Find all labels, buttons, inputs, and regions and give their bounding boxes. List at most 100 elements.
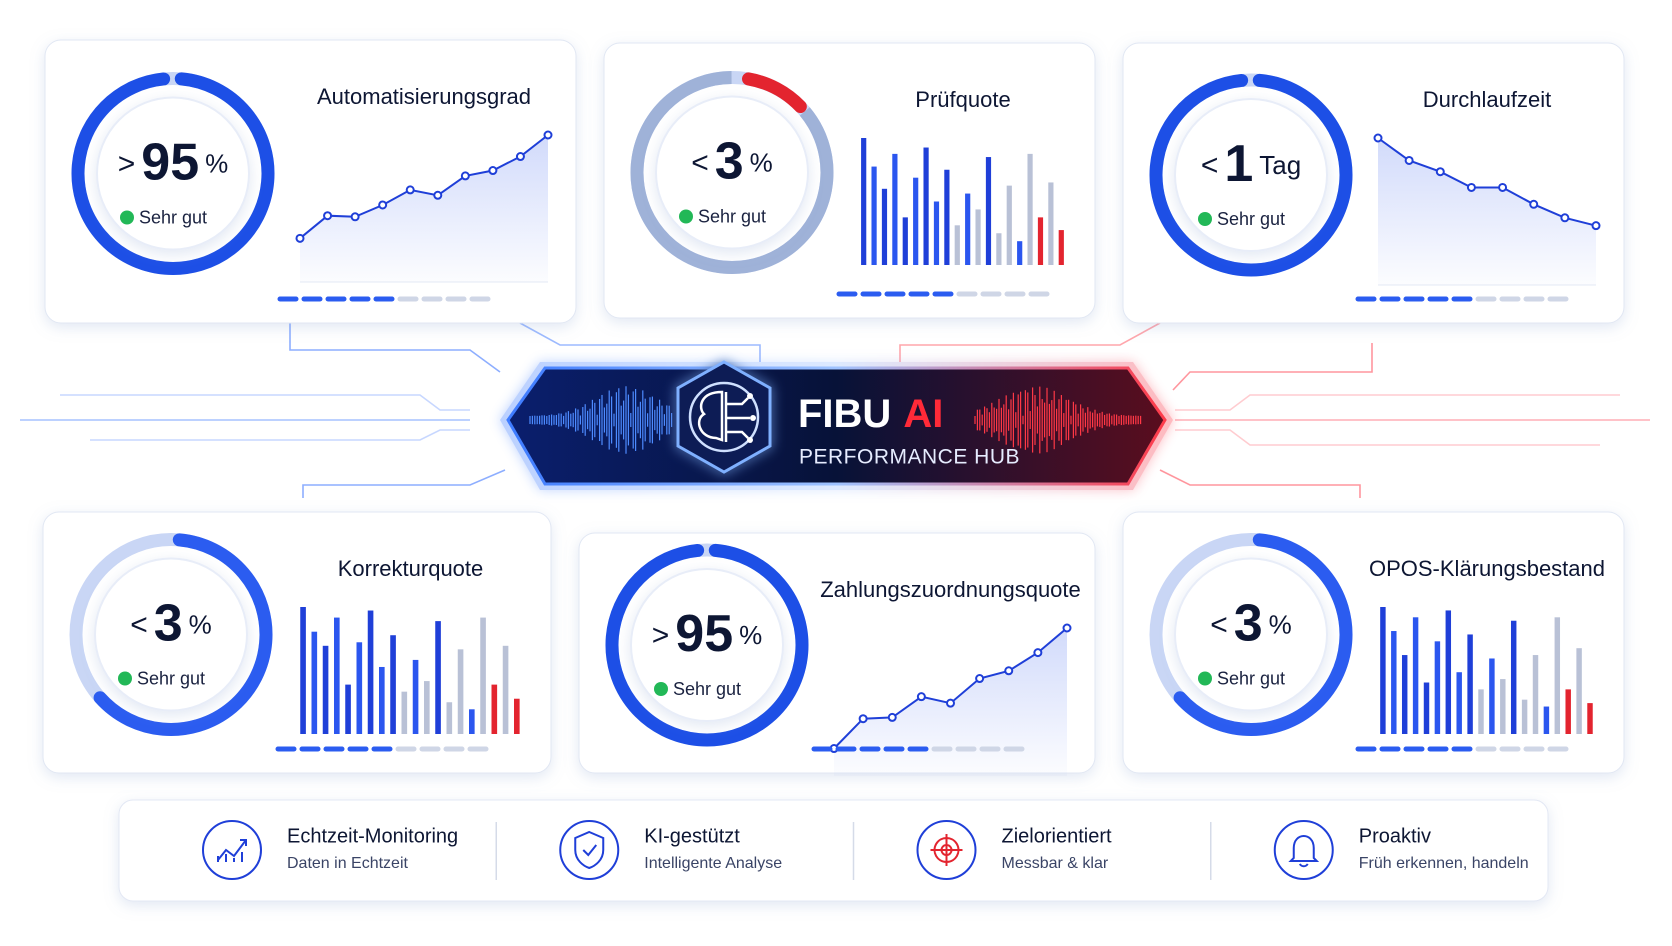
trend-point <box>1404 155 1414 165</box>
bar <box>1576 648 1582 734</box>
status-dot <box>118 671 132 686</box>
bar <box>514 698 520 734</box>
connector <box>1175 394 1620 411</box>
connector <box>519 322 761 362</box>
hub-panel <box>506 366 1167 486</box>
bar <box>424 681 430 734</box>
feature-glyph <box>1288 834 1320 868</box>
kpi-prefix: < <box>130 608 148 641</box>
trend-line <box>1377 137 1597 227</box>
card-title: Korrekturquote <box>338 556 484 581</box>
gauge-face <box>1174 557 1328 712</box>
bar <box>892 153 898 265</box>
bar <box>1027 153 1033 265</box>
bar <box>446 702 453 734</box>
kpi-number: 3 <box>1234 594 1263 652</box>
bar <box>1445 610 1452 734</box>
kpi-prefix: < <box>1210 608 1228 641</box>
bar <box>1532 655 1539 734</box>
bar <box>1412 617 1419 734</box>
kpi-prefix: > <box>652 619 670 652</box>
gauge-ring <box>69 533 273 736</box>
kpi-number: 95 <box>675 605 733 663</box>
kpi-unit: % <box>1269 609 1292 639</box>
kpi-value: >95% <box>652 605 763 663</box>
kpi-value: <3% <box>1210 594 1292 652</box>
bar <box>412 659 419 734</box>
trend-point <box>350 212 360 222</box>
kpi-unit: % <box>739 620 762 650</box>
kpi-status: Sehr gut <box>1217 668 1285 688</box>
bar <box>954 225 960 265</box>
trend-point <box>1004 666 1014 676</box>
trend-point <box>887 712 897 722</box>
bar <box>1500 679 1506 734</box>
trend-line <box>299 134 549 240</box>
bar <box>902 217 908 265</box>
bar <box>923 147 929 265</box>
bar <box>975 209 981 265</box>
trend-point <box>460 171 470 181</box>
kpi-prefix: > <box>118 147 136 180</box>
trend-point <box>295 233 305 243</box>
bar <box>300 607 306 734</box>
gauge-accent <box>630 71 834 274</box>
brain-icon <box>676 360 772 474</box>
feature-glyph <box>217 839 247 862</box>
bar <box>435 621 441 734</box>
bar <box>1058 230 1064 265</box>
gauge-face <box>655 95 809 250</box>
hub-subtitle: PERFORMANCE HUB <box>799 446 1020 469</box>
trend-point <box>405 185 415 195</box>
gauge-ring <box>1149 533 1353 736</box>
feature-icon <box>559 820 620 880</box>
bar <box>379 666 385 734</box>
trend-point <box>1560 213 1570 223</box>
feature-icon <box>202 820 262 880</box>
trend-point <box>515 152 525 162</box>
connector <box>289 323 501 373</box>
kpi-value: <3% <box>691 132 773 190</box>
bar <box>491 684 498 734</box>
feature-glyph <box>574 830 605 870</box>
bar <box>356 642 363 734</box>
kpi-status: Sehr gut <box>1217 209 1285 229</box>
feature-title: Proaktiv <box>1359 825 1431 847</box>
bar <box>311 631 318 734</box>
bar <box>1489 658 1495 734</box>
kpi-unit: % <box>205 148 228 178</box>
bar <box>1048 182 1054 265</box>
bar <box>1423 682 1430 734</box>
gauge-face <box>96 96 250 251</box>
kpi-prefix: < <box>691 146 709 179</box>
bar <box>1467 634 1473 734</box>
kpi-status: Sehr gut <box>137 668 205 688</box>
bar <box>1006 185 1012 265</box>
hub-title-accent: AI <box>903 392 943 436</box>
kpi-card: <1 Tag Sehr gut Durchlaufzeit <box>1122 42 1625 324</box>
connector <box>60 394 470 411</box>
trend-point <box>433 190 443 200</box>
bar <box>1434 641 1441 734</box>
status-dot <box>120 210 134 225</box>
bar <box>367 610 374 734</box>
trend-point <box>543 130 553 140</box>
bar <box>1478 689 1484 734</box>
bar <box>996 233 1002 265</box>
trend-point <box>1529 199 1539 209</box>
hub-title-main: FIBU <box>798 392 891 436</box>
trend-point <box>1435 167 1445 177</box>
bar <box>1037 217 1044 265</box>
feature-subtitle: Messbar & klar <box>1002 855 1109 872</box>
feature-title: KI-gestützt <box>644 825 740 847</box>
card-title: Automatisierungsgrad <box>317 84 531 109</box>
bar <box>933 201 940 265</box>
trend-point <box>946 698 955 708</box>
bar <box>944 169 950 265</box>
card-title: Prüfquote <box>915 87 1010 112</box>
bar <box>965 193 971 265</box>
kpi-value: <1 Tag <box>1201 135 1301 193</box>
trend-point <box>1033 648 1043 658</box>
gauge-face <box>94 557 248 712</box>
kpi-unit: Tag <box>1259 150 1301 180</box>
